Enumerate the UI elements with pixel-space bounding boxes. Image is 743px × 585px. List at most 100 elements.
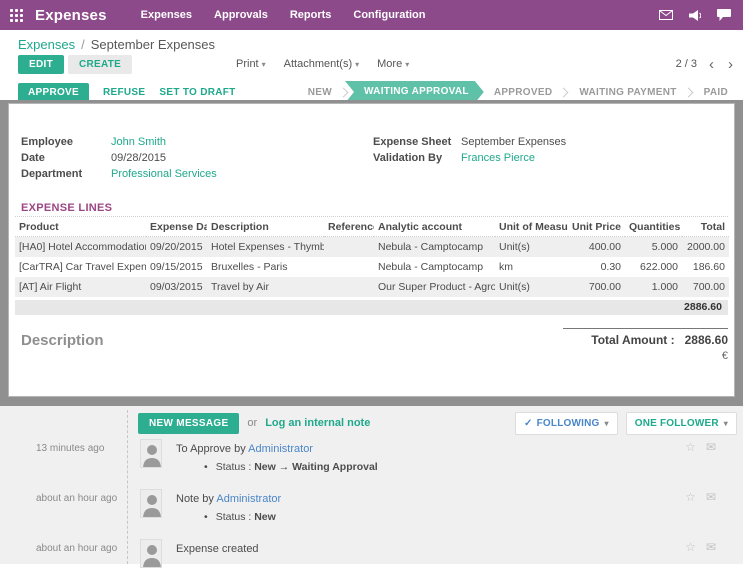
star-icon[interactable]: ☆ xyxy=(685,490,696,504)
cell-product[interactable]: [HA0] Hotel Accommodation xyxy=(19,241,146,253)
pager-previous-button[interactable]: ‹ xyxy=(709,55,714,73)
avatar[interactable] xyxy=(140,489,162,518)
state-new[interactable]: NEW xyxy=(307,86,332,98)
cell-product[interactable]: [AT] Air Flight xyxy=(19,281,82,293)
mark-read-icon[interactable]: ✉ xyxy=(705,490,716,504)
employee-value[interactable]: John Smith xyxy=(111,136,167,148)
col-total[interactable]: Total xyxy=(682,218,729,237)
cell-reference[interactable] xyxy=(324,277,374,297)
state-paid[interactable]: PAID xyxy=(703,86,728,98)
cell-product[interactable]: [CarTRA] Car Travel Expenses xyxy=(19,261,146,273)
message-title: Expense created xyxy=(176,543,259,555)
cell-description[interactable]: Travel by Air xyxy=(211,281,269,293)
cell-uom[interactable]: km xyxy=(499,261,513,273)
col-description[interactable]: Description xyxy=(207,218,324,237)
more-dropdown[interactable]: More ▾ xyxy=(377,58,409,70)
breadcrumb-separator: / xyxy=(81,37,85,52)
edit-button[interactable]: EDIT xyxy=(18,54,64,74)
state-waiting-approval[interactable]: WAITING APPROVAL xyxy=(345,81,484,103)
col-reference[interactable]: Reference xyxy=(324,218,374,237)
messages-icon[interactable] xyxy=(659,10,673,20)
cell-reference[interactable] xyxy=(324,237,374,258)
menu-configuration[interactable]: Configuration xyxy=(353,9,426,21)
star-icon[interactable]: ☆ xyxy=(685,440,696,454)
cell-description[interactable]: Hotel Expenses - Thymbra xyxy=(211,241,324,253)
message-body: Note by Administrator Status : New xyxy=(176,493,683,523)
action-dropdowns: Print ▾ Attachment(s) ▾ More ▾ xyxy=(236,58,409,70)
department-value[interactable]: Professional Services xyxy=(111,168,217,180)
cell-date[interactable]: 09/03/2015 xyxy=(150,281,203,293)
set-to-draft-button[interactable]: SET TO DRAFT xyxy=(159,83,235,102)
cell-total[interactable]: 186.60 xyxy=(692,261,725,273)
col-expense-date[interactable]: Expense Date xyxy=(146,218,207,237)
cell-qty[interactable]: 1.000 xyxy=(651,281,678,293)
chatter-compose-row: NEW MESSAGE or Log an internal note ✓ FOL… xyxy=(138,411,737,435)
cell-price[interactable]: 700.00 xyxy=(588,281,621,293)
star-icon[interactable]: ☆ xyxy=(685,540,696,554)
mark-read-icon[interactable]: ✉ xyxy=(705,540,716,554)
cell-qty[interactable]: 622.000 xyxy=(640,261,678,273)
cell-analytic[interactable]: Nebula - Camptocamp xyxy=(378,241,484,253)
cell-uom[interactable]: Unit(s) xyxy=(499,281,530,293)
attachments-label: Attachment(s) xyxy=(283,58,353,70)
description-heading: Description xyxy=(21,332,104,349)
table-row[interactable]: [CarTRA] Car Travel Expenses 09/15/2015 … xyxy=(15,257,729,277)
action-buttons-row: EDIT CREATE Print ▾ Attachment(s) ▾ More ▾ … xyxy=(18,53,735,75)
print-dropdown[interactable]: Print ▾ xyxy=(236,58,266,70)
col-quantities[interactable]: Quantities xyxy=(625,218,682,237)
menu-expenses[interactable]: Expenses xyxy=(140,9,193,21)
caret-down-icon: ▾ xyxy=(604,418,609,428)
avatar[interactable] xyxy=(140,439,162,468)
state-approved[interactable]: APPROVED xyxy=(493,86,553,98)
validation-by-value[interactable]: Frances Pierce xyxy=(461,152,535,164)
cell-total[interactable]: 2000.00 xyxy=(687,241,725,253)
col-unit-of-measure[interactable]: Unit of Measure xyxy=(495,218,568,237)
chat-icon[interactable] xyxy=(717,9,731,21)
create-button[interactable]: CREATE xyxy=(67,54,133,74)
cell-reference[interactable] xyxy=(324,257,374,277)
form-background: Employee John Smith Date 09/28/2015 Depa… xyxy=(0,100,743,406)
menu-approvals[interactable]: Approvals xyxy=(214,9,268,21)
approve-button[interactable]: APPROVE xyxy=(18,82,90,102)
expense-lines-section-title[interactable]: EXPENSE LINES xyxy=(21,202,113,214)
cell-uom[interactable]: Unit(s) xyxy=(499,241,530,253)
col-analytic-account[interactable]: Analytic account xyxy=(374,218,495,237)
cell-analytic[interactable]: Nebula - Camptocamp xyxy=(378,261,484,273)
announcement-icon[interactable] xyxy=(689,9,701,21)
apps-menu-icon[interactable] xyxy=(10,8,23,22)
cell-total[interactable]: 700.00 xyxy=(692,281,725,293)
table-row[interactable]: [HA0] Hotel Accommodation 09/20/2015 Hot… xyxy=(15,236,729,258)
col-unit-price[interactable]: Unit Price xyxy=(568,218,625,237)
cell-price[interactable]: 400.00 xyxy=(588,241,621,253)
menu-reports[interactable]: Reports xyxy=(289,9,332,21)
state-waiting-payment[interactable]: WAITING PAYMENT xyxy=(579,86,677,98)
followers-button[interactable]: ONE FOLLOWER ▾ xyxy=(625,411,737,435)
validation-by-label: Validation By xyxy=(373,152,443,164)
following-button[interactable]: ✓ FOLLOWING ▾ xyxy=(515,411,618,435)
follow-buttons: ✓ FOLLOWING ▾ ONE FOLLOWER ▾ xyxy=(515,411,737,435)
cell-qty[interactable]: 5.000 xyxy=(651,241,678,253)
message-item: about an hour ago Expense created ☆ ✉ xyxy=(0,537,743,585)
refuse-button[interactable]: REFUSE xyxy=(103,83,145,102)
table-row[interactable]: [AT] Air Flight 09/03/2015 Travel by Air… xyxy=(15,277,729,297)
author-link[interactable]: Administrator xyxy=(216,493,282,505)
cell-analytic[interactable]: Our Super Product - Agrolait xyxy=(378,281,495,293)
message-body: Expense created xyxy=(176,543,683,555)
top-nav: Expenses Approvals Reports Configuration xyxy=(141,9,426,21)
attachments-dropdown[interactable]: Attachment(s) ▾ xyxy=(284,58,359,70)
col-product[interactable]: Product xyxy=(15,218,146,237)
cell-price[interactable]: 0.30 xyxy=(600,261,621,273)
print-label: Print xyxy=(236,58,259,70)
mark-read-icon[interactable]: ✉ xyxy=(705,440,716,454)
log-internal-note-link[interactable]: Log an internal note xyxy=(265,417,371,429)
cell-description[interactable]: Bruxelles - Paris xyxy=(211,261,288,273)
more-label: More xyxy=(377,58,403,70)
new-message-button[interactable]: NEW MESSAGE xyxy=(138,412,240,434)
cell-date[interactable]: 09/15/2015 xyxy=(150,261,203,273)
pager-next-button[interactable]: › xyxy=(728,55,733,73)
breadcrumb-parent-link[interactable]: Expenses xyxy=(18,37,76,52)
author-link[interactable]: Administrator xyxy=(248,443,313,455)
chatter: NEW MESSAGE or Log an internal note ✓ FOL… xyxy=(0,406,743,568)
message-body: To Approve by Administrator Status : New… xyxy=(176,443,683,473)
cell-date[interactable]: 09/20/2015 xyxy=(150,241,203,253)
